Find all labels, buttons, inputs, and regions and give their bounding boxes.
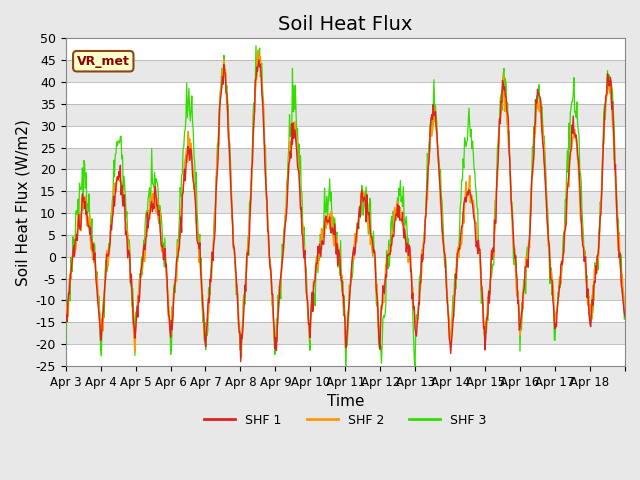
- Bar: [66, 213, 625, 235]
- SHF 1: [62, 315, 70, 321]
- SHF 3: [621, 316, 629, 322]
- Bar: [66, 126, 625, 147]
- Bar: [66, 38, 625, 60]
- Line: SHF 2: SHF 2: [66, 50, 625, 352]
- X-axis label: Time: Time: [326, 394, 364, 409]
- SHF 3: [127, 283, 135, 288]
- SHF 1: [230, 244, 238, 250]
- SHF 1: [280, 232, 288, 238]
- SHF 3: [252, 43, 260, 48]
- Text: VR_met: VR_met: [77, 55, 130, 68]
- Bar: [66, 344, 625, 366]
- SHF 3: [280, 228, 287, 233]
- SHF 2: [621, 304, 629, 310]
- SHF 1: [404, 252, 412, 258]
- SHF 2: [127, 271, 135, 276]
- Line: SHF 3: SHF 3: [66, 46, 625, 369]
- SHF 1: [127, 272, 135, 278]
- SHF 3: [230, 242, 238, 248]
- SHF 3: [404, 240, 412, 246]
- SHF 3: [436, 167, 444, 173]
- SHF 2: [404, 260, 412, 265]
- Y-axis label: Soil Heat Flux (W/m2): Soil Heat Flux (W/m2): [15, 119, 30, 286]
- SHF 3: [259, 85, 266, 91]
- SHF 2: [62, 313, 70, 319]
- SHF 1: [621, 314, 629, 320]
- SHF 1: [259, 114, 267, 120]
- SHF 2: [231, 255, 239, 261]
- Bar: [66, 169, 625, 191]
- Line: SHF 1: SHF 1: [66, 60, 625, 362]
- Title: Soil Heat Flux: Soil Heat Flux: [278, 15, 413, 34]
- SHF 2: [259, 97, 267, 103]
- SHF 2: [131, 349, 139, 355]
- Legend: SHF 1, SHF 2, SHF 3: SHF 1, SHF 2, SHF 3: [199, 409, 492, 432]
- Bar: [66, 82, 625, 104]
- SHF 2: [254, 48, 262, 53]
- SHF 3: [62, 337, 70, 343]
- SHF 1: [255, 57, 263, 63]
- SHF 1: [436, 180, 444, 185]
- SHF 2: [280, 230, 288, 236]
- SHF 1: [237, 359, 244, 365]
- SHF 2: [436, 180, 444, 186]
- Bar: [66, 257, 625, 278]
- Bar: [66, 300, 625, 322]
- SHF 3: [411, 366, 419, 372]
